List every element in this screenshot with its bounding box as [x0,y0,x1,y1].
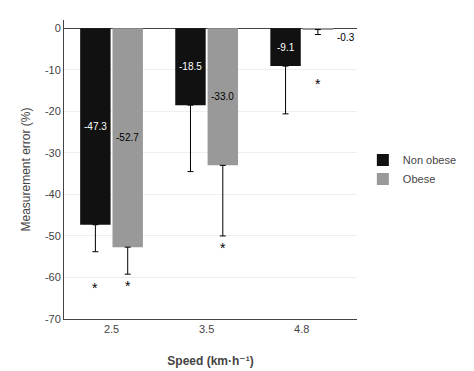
svg-text:*: * [92,280,98,296]
svg-text:4.8: 4.8 [294,323,309,335]
svg-text:-10: -10 [45,64,61,76]
svg-text:3.5: 3.5 [199,323,214,335]
svg-text:Non obese: Non obese [403,154,456,166]
svg-text:-18.5: -18.5 [179,61,202,72]
svg-text:-33.0: -33.0 [211,91,234,102]
svg-text:*: * [220,240,226,256]
svg-text:-50: -50 [45,230,61,242]
svg-text:*: * [125,278,131,294]
svg-text:-9.1: -9.1 [277,42,295,53]
svg-text:Obese: Obese [403,173,435,185]
svg-text:-47.3: -47.3 [84,121,107,132]
svg-text:-20: -20 [45,105,61,117]
svg-text:Measurement error (%): Measurement error (%) [19,107,33,231]
svg-text:-70: -70 [45,313,61,325]
svg-text:2.5: 2.5 [104,323,119,335]
svg-text:0: 0 [55,22,61,34]
svg-text:Speed (km·h⁻¹): Speed (km·h⁻¹) [167,354,253,368]
svg-text:-40: -40 [45,188,61,200]
svg-text:-30: -30 [45,147,61,159]
svg-text:-60: -60 [45,271,61,283]
svg-text:*: * [315,76,321,92]
svg-text:-52.7: -52.7 [116,132,139,143]
svg-text:-0.3: -0.3 [337,32,355,43]
